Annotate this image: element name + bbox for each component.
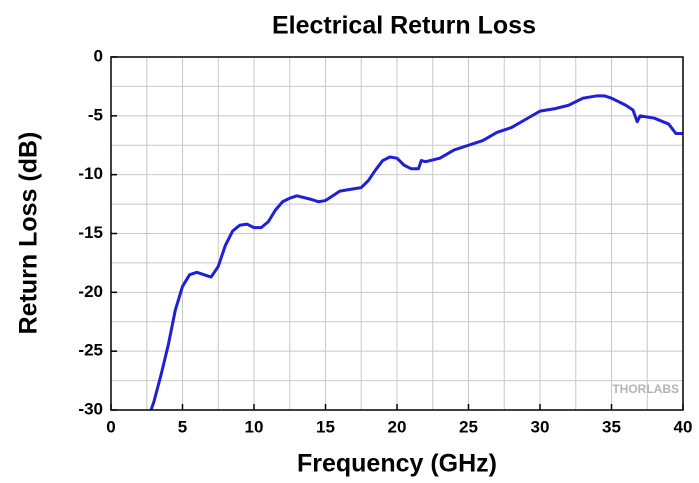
x-tick-label: 15: [316, 417, 335, 436]
x-tick-label: 10: [245, 417, 264, 436]
x-tick-label: 35: [602, 417, 621, 436]
y-tick-label: -5: [88, 105, 103, 124]
y-tick-label: -25: [78, 341, 103, 360]
chart-title: Electrical Return Loss: [272, 12, 536, 40]
x-axis-label: Frequency (GHz): [297, 450, 497, 478]
y-tick-label: -30: [78, 399, 103, 418]
y-tick-label: -15: [78, 223, 103, 242]
x-tick-label: 0: [106, 417, 115, 436]
y-tick-label: -20: [78, 282, 103, 301]
x-tick-label: 5: [178, 417, 187, 436]
data-line: [149, 94, 683, 411]
x-tick-label: 25: [459, 417, 478, 436]
plot-frame: [110, 56, 684, 411]
x-tick-label: 30: [531, 417, 550, 436]
watermark: THORLABS: [612, 382, 679, 396]
y-tick-label: 0: [94, 46, 103, 65]
y-tick-label: -10: [78, 164, 103, 183]
x-tick-label: 40: [674, 417, 693, 436]
y-axis-label: Return Loss (dB): [15, 132, 43, 335]
x-tick-label: 20: [388, 417, 407, 436]
